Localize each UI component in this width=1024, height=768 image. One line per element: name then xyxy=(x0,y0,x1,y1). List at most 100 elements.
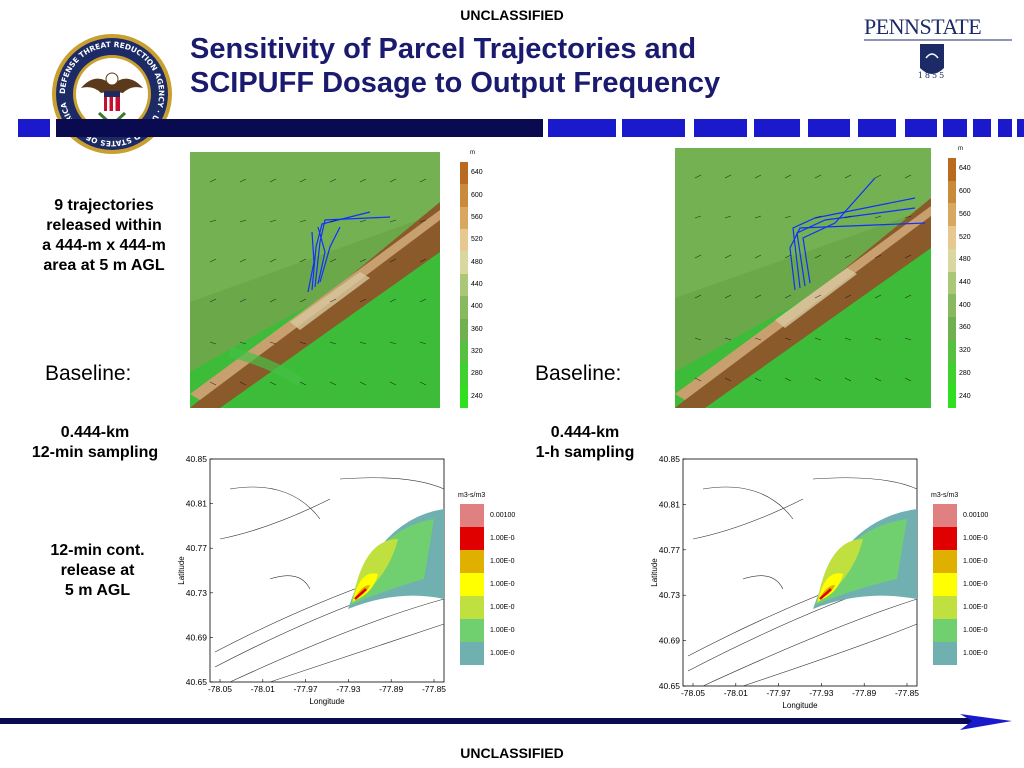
dosage-legend-swatch xyxy=(460,596,484,619)
terrain-legend-label: 280 xyxy=(471,370,483,378)
terrain-legend-label: 480 xyxy=(471,258,483,266)
baseline-label-right: Baseline: xyxy=(535,362,622,385)
classification-bottom: UNCLASSIFIED xyxy=(460,745,564,761)
terrain-legend-swatch xyxy=(948,385,956,408)
trajectory-description: 9 trajectories released within a 444-m x… xyxy=(42,197,166,274)
dosage-plume xyxy=(813,509,917,609)
terrain-legend-swatch xyxy=(948,180,956,204)
slide-title: Sensitivity of Parcel Trajectories and S… xyxy=(190,32,830,100)
y-tick-label: 40.69 xyxy=(186,632,208,642)
dosage-legend-label: 1.00E-07 xyxy=(963,604,988,611)
y-tick-label: 40.77 xyxy=(659,545,681,555)
x-axis-label: Longitude xyxy=(309,697,345,706)
y-axis-label: Latitude xyxy=(177,556,186,585)
terrain-legend-label: 320 xyxy=(959,347,971,355)
dosage-legend-label: 1.00E-09 xyxy=(963,650,988,657)
dosage-legend-swatch xyxy=(460,642,484,665)
terrain-legend-label: 440 xyxy=(471,281,483,288)
dosage-legend-label: 0.00100 xyxy=(490,512,515,519)
terrain-legend-swatch xyxy=(460,363,468,386)
x-tick-label: -77.93 xyxy=(336,684,360,694)
terrain-legend-swatch xyxy=(948,271,956,295)
y-tick-label: 40.65 xyxy=(659,681,681,691)
x-tick-label: -77.89 xyxy=(379,684,403,694)
terrain-legend-swatch xyxy=(460,162,468,185)
terrain-legend-label: 600 xyxy=(471,191,483,199)
y-tick-label: 40.81 xyxy=(186,499,208,509)
terrain-legend-label: 640 xyxy=(471,169,483,177)
terrain-legend-swatch xyxy=(460,340,468,364)
dosage-legend-label: 1.00E-08 xyxy=(963,627,988,634)
dosage-legend-swatch xyxy=(460,550,484,573)
baseline-label-left: Baseline: xyxy=(45,362,132,385)
header-bar xyxy=(18,119,1024,137)
terrain-legend-right: m 640 600 560 520 480 440 400 360 320 280 240 xyxy=(948,146,978,408)
terrain-legend-label: 560 xyxy=(959,210,971,218)
terrain-legend-swatch xyxy=(460,251,468,274)
terrain-legend-label: 360 xyxy=(471,325,483,333)
terrain-legend-label: 480 xyxy=(959,256,971,264)
dosage-legend-swatch xyxy=(933,504,957,527)
x-tick-label: -78.05 xyxy=(208,684,232,694)
classification-top: UNCLASSIFIED xyxy=(460,7,564,23)
pennstate-year: 1855 xyxy=(918,71,946,80)
dosage-legend-unit: m3-s/m3 xyxy=(458,492,485,499)
y-tick-label: 40.65 xyxy=(186,677,208,687)
title-line-1: Sensitivity of Parcel Trajectories and xyxy=(190,33,697,65)
y-tick-label: 40.69 xyxy=(659,636,681,646)
y-tick-label: 40.77 xyxy=(186,543,208,553)
dosage-legend-unit: m3-s/m3 xyxy=(931,492,958,499)
terrain-legend-swatch xyxy=(948,158,956,181)
dosage-legend-label: 1.00E-09 xyxy=(490,650,515,657)
terrain-legend-swatch xyxy=(460,385,468,408)
dosage-legend-swatch xyxy=(460,619,484,642)
y-tick-label: 40.85 xyxy=(186,454,208,464)
terrain-legend-swatch xyxy=(948,226,956,249)
x-tick-label: -77.97 xyxy=(767,688,791,698)
dosage-legend-label: 1.00E-04 xyxy=(963,535,988,542)
terrain-legend-swatch xyxy=(948,339,956,363)
terrain-legend-swatch xyxy=(460,273,468,297)
y-axis-label: Latitude xyxy=(650,558,659,587)
terrain-legend-label: 440 xyxy=(959,279,971,286)
terrain-legend-label: 360 xyxy=(959,324,971,332)
terrain-legend-swatch xyxy=(460,229,468,252)
dosage-legend-swatch xyxy=(933,619,957,642)
dosage-legend-swatch xyxy=(460,527,484,550)
terrain-legend-label: 400 xyxy=(959,301,971,309)
x-tick-label: -77.93 xyxy=(809,688,833,698)
dosage-legend-swatch xyxy=(460,573,484,596)
x-tick-label: -77.89 xyxy=(852,688,876,698)
terrain-legend-swatch xyxy=(460,318,468,341)
terrain-legend-swatch xyxy=(948,362,956,386)
terrain-legend-swatch xyxy=(948,317,956,340)
dosage-plume xyxy=(348,509,444,609)
dosage-legend-label: 1.00E-04 xyxy=(490,535,515,542)
terrain-legend-label: 240 xyxy=(471,392,483,400)
terrain-legend-unit: m xyxy=(958,146,963,152)
x-axis-label: Longitude xyxy=(782,701,818,710)
terrain-legend-label: 600 xyxy=(959,188,971,196)
terrain-legend-swatch xyxy=(460,184,468,207)
dosage-legend-label: 1.00E-07 xyxy=(490,604,515,611)
dosage-legend-swatch xyxy=(460,504,484,527)
terrain-legend-swatch xyxy=(460,296,468,319)
dosage-legend-swatch xyxy=(933,550,957,573)
dosage-legend-swatch xyxy=(933,573,957,596)
dosage-plot-right: 40.85 40.81 40.77 40.73 40.69 40.65-78.05 -78.… xyxy=(650,454,988,710)
title-line-2: SCIPUFF Dosage to Output Frequency xyxy=(190,67,721,99)
footer-arrow-bar xyxy=(0,714,1012,730)
terrain-legend-swatch xyxy=(948,203,956,227)
terrain-legend-label: 400 xyxy=(471,303,483,311)
terrain-map-left xyxy=(190,152,440,408)
dosage-legend-label: 1.00E-08 xyxy=(490,627,515,634)
terrain-legend-swatch xyxy=(948,294,956,318)
pennstate-logo: PENNSTATE 1855 xyxy=(862,10,1012,84)
dosage-legend-swatch xyxy=(933,642,957,665)
terrain-legend-label: 640 xyxy=(959,165,971,173)
terrain-legend-label: 240 xyxy=(959,392,971,400)
dosage-plot-left: 40.85 40.81 40.77 40.73 40.69 40.65-78.05 -78.… xyxy=(177,454,515,706)
y-tick-label: 40.81 xyxy=(659,499,681,509)
x-tick-label: -77.85 xyxy=(422,684,446,694)
y-tick-label: 40.73 xyxy=(186,588,208,598)
